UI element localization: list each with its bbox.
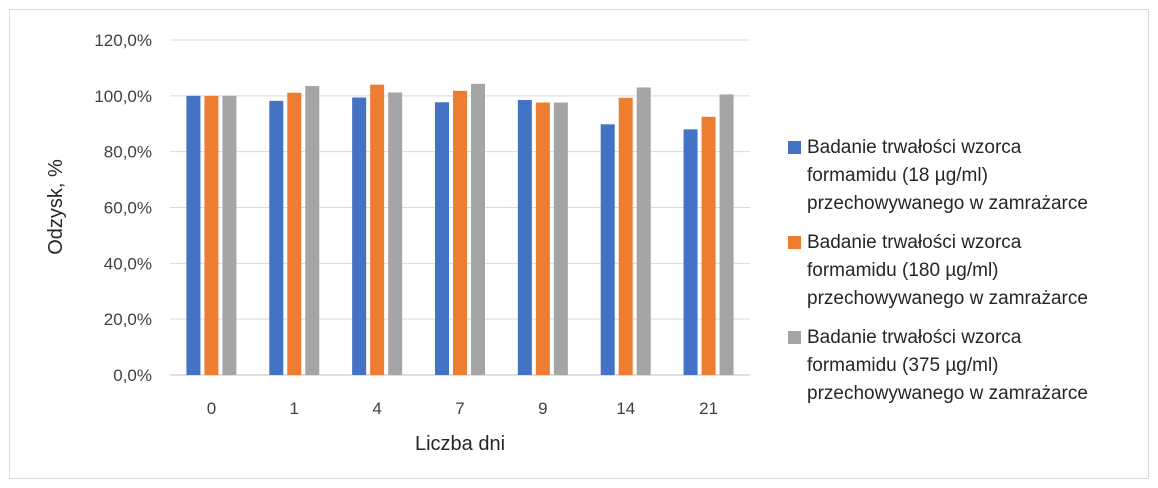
bar [719, 94, 734, 375]
bar [352, 97, 367, 375]
x-tick-label: 9 [538, 399, 547, 418]
bar [535, 102, 550, 376]
x-tick-label: 21 [699, 399, 718, 418]
bar [269, 100, 284, 375]
legend-swatch [788, 236, 801, 249]
legend-label: Badanie trwałości wzorca formamidu (375 … [807, 327, 1088, 404]
legend-label: Badanie trwałości wzorca formamidu (180 … [807, 232, 1088, 309]
legend-label: Badanie trwałości wzorca formamidu (18 µ… [807, 137, 1088, 214]
gridlines [170, 39, 750, 376]
x-tick-label: 1 [290, 399, 299, 418]
bar [683, 129, 698, 375]
legend-item: Badanie trwałości wzorca formamidu (375 … [788, 324, 1148, 408]
bar [305, 86, 320, 375]
x-tick-labels: 0 1 4 7 9 14 21 [207, 399, 718, 418]
y-axis-title: Odzysk, % [45, 159, 67, 255]
y-tick-label: 120,0% [94, 31, 152, 50]
legend-item: Badanie trwałości wzorca formamidu (180 … [788, 229, 1148, 313]
x-tick-label: 14 [616, 399, 635, 418]
x-tick-label: 7 [455, 399, 464, 418]
bar [453, 90, 467, 375]
x-axis-title: Liczba dni [415, 433, 505, 455]
y-tick-label: 20,0% [104, 310, 152, 329]
x-tick-label: 4 [372, 399, 381, 418]
bar [287, 92, 302, 375]
legend-item: Badanie trwałości wzorca formamidu (18 µ… [788, 134, 1148, 218]
bar [636, 87, 651, 375]
bar [435, 102, 449, 376]
legend: Badanie trwałości wzorca formamidu (18 µ… [788, 134, 1148, 419]
y-tick-label: 0,0% [113, 366, 152, 385]
y-tick-label: 40,0% [104, 254, 152, 273]
bar [471, 83, 485, 376]
legend-swatch [788, 331, 801, 344]
bar [388, 92, 403, 375]
bar [553, 102, 568, 376]
y-tick-label: 60,0% [104, 199, 152, 218]
bar [600, 124, 615, 375]
y-tick-label: 100,0% [94, 87, 152, 106]
bar [204, 95, 219, 375]
y-tick-labels: 0,0% 20,0% 40,0% 60,0% 80,0% 100,0% 120,0% [94, 31, 152, 385]
bar [186, 95, 201, 375]
legend-swatch [788, 141, 801, 154]
bar [701, 116, 716, 375]
bar [222, 95, 237, 375]
bar [517, 100, 532, 375]
bar [370, 84, 385, 376]
bar [618, 97, 633, 375]
chart-frame [9, 9, 1149, 479]
y-tick-label: 80,0% [104, 143, 152, 162]
bars [186, 83, 734, 376]
x-tick-label: 0 [207, 399, 216, 418]
